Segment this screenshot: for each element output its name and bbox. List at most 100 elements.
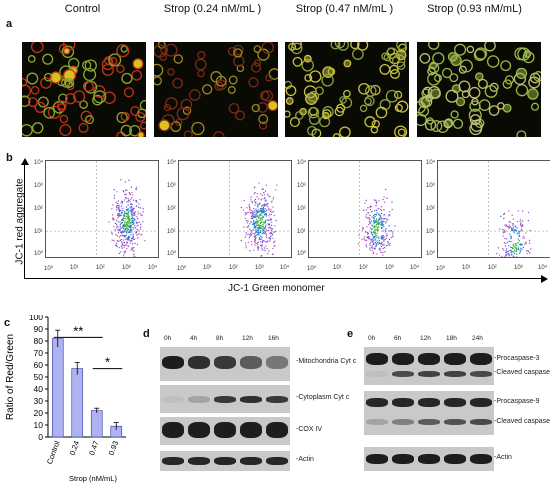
bar-ytick-label: 80: [34, 336, 44, 346]
flow-ytick: 10⁴: [34, 160, 44, 166]
x-axis-arrow: [24, 278, 544, 279]
bar: [51, 338, 64, 438]
blot-band: [366, 398, 388, 407]
blot-band: [240, 396, 262, 403]
lane-label: 0h: [164, 335, 172, 342]
flow-xtick: 10¹: [70, 265, 79, 271]
flow-ytick: 10³: [426, 183, 435, 189]
flow-ytick: 10²: [426, 206, 435, 212]
blot-band: [266, 356, 288, 369]
blot-band: [366, 419, 388, 425]
flow-plot-control: [45, 160, 159, 258]
flow-ytick: 10¹: [167, 229, 176, 235]
blot-band: [214, 422, 236, 438]
blot-band: [188, 422, 210, 438]
bar-ytick-label: 10: [34, 420, 44, 430]
western-blot-e: 0h 6h 12h 18h 24h -Procaspase-3 -Cleaved caspa…: [354, 335, 550, 485]
blot-band: [214, 457, 236, 465]
blot-band: [188, 356, 210, 369]
flow-xtick: 10³: [255, 265, 264, 271]
flow-ytick: 10⁰: [297, 251, 307, 257]
blot-band: [392, 353, 414, 365]
blot-band: [188, 396, 210, 403]
flow-xtick: 10³: [122, 265, 131, 271]
significance-stars: *: [105, 355, 110, 370]
blot-band: [470, 398, 492, 407]
band-label: -COX IV: [296, 426, 323, 433]
panel-a-title-2: Strop (0.24 nM/mL ): [163, 3, 262, 15]
flow-ytick: 10³: [297, 183, 306, 189]
lane-label: 24h: [472, 335, 483, 342]
blot-band: [240, 422, 262, 438]
flow-xtick: 10⁰: [44, 266, 54, 272]
blot-band: [366, 353, 388, 365]
panel-a-letter: a: [6, 18, 13, 30]
x-arrow-head: [541, 275, 548, 283]
bar-ylabel: Ratio of Red/Green: [5, 334, 16, 420]
blot-band: [162, 422, 184, 438]
cells-strop-024: [154, 42, 278, 137]
flow-ytick: 10²: [297, 206, 306, 212]
flow-plot-strop-047: [308, 160, 422, 258]
flow-plot-strop-093: [437, 160, 550, 258]
blot-band: [418, 398, 440, 407]
cells-strop-047: [285, 42, 409, 137]
flow-xtick: 10¹: [333, 265, 342, 271]
lane-label: 12h: [242, 335, 253, 342]
band-label: -Actin: [296, 456, 314, 463]
panel-e-letter: e: [347, 328, 354, 340]
lane-label: 12h: [420, 335, 431, 342]
bar: [90, 410, 103, 438]
blot-band: [366, 454, 388, 464]
flow-xtick: 10⁴: [280, 265, 290, 271]
blot-band: [240, 356, 262, 369]
bar-category-label: 0.24: [68, 440, 81, 457]
flow-xtick: 10³: [514, 265, 523, 271]
micrograph-strop-024: [154, 42, 278, 137]
blot-band: [444, 353, 466, 365]
bar-chart: 0 10 20 30 40 50 60 70 80 90 100 Ratio of Red/Green…: [5, 315, 126, 483]
flow-xtick: 10⁰: [177, 266, 187, 272]
western-blot-d: 0h 4h 8h 12h 16h -Mitochondria Cyt c -Cytoplas…: [150, 335, 356, 475]
significance-stars: **: [73, 323, 83, 338]
bar-category-label: Control: [45, 439, 62, 465]
blot-band: [214, 396, 236, 403]
flow-ytick: 10⁴: [167, 160, 177, 166]
blot-band: [418, 454, 440, 464]
bar-ytick-label: 100: [29, 315, 43, 322]
band-label: -Actin: [494, 454, 512, 461]
flow-xtick: 10²: [488, 265, 497, 271]
panel-d-letter: d: [143, 328, 150, 340]
band-label: -Procaspase-9: [494, 398, 540, 405]
cells-control: [22, 42, 146, 137]
blot-band: [392, 371, 414, 377]
lane-label: 0h: [368, 335, 376, 342]
blot-band: [444, 398, 466, 407]
flow-xtick: 10¹: [203, 265, 212, 271]
bar-ytick-label: 40: [34, 384, 44, 394]
panel-a-title-1: Control: [64, 3, 101, 15]
micrograph-control: [22, 42, 146, 137]
blot-band: [470, 454, 492, 464]
blot-band: [188, 457, 210, 465]
blot-band: [444, 419, 466, 425]
blot-band: [444, 454, 466, 464]
flow-ytick: 10¹: [426, 229, 435, 235]
blot-band: [266, 422, 288, 438]
band-label: -Cleaved caspase-9: [494, 418, 550, 425]
blot-band: [366, 371, 388, 377]
flow-xtick: 10⁴: [148, 265, 158, 271]
bar-category-label: 0.93: [107, 440, 120, 457]
lane-label: 8h: [216, 335, 224, 342]
flow-ytick: 10³: [167, 183, 176, 189]
flow-xtick: 10¹: [462, 265, 471, 271]
blot-band: [418, 353, 440, 365]
blot-band: [162, 356, 184, 369]
blot-band: [470, 353, 492, 365]
blot-band: [470, 371, 492, 377]
blot-band: [470, 419, 492, 425]
bar-ytick-label: 30: [34, 396, 44, 406]
flow-xtick: 10³: [385, 265, 394, 271]
band-label: -Cleaved caspase-3: [494, 369, 550, 376]
band-label: -Cytoplasm Cyt c: [296, 394, 350, 401]
